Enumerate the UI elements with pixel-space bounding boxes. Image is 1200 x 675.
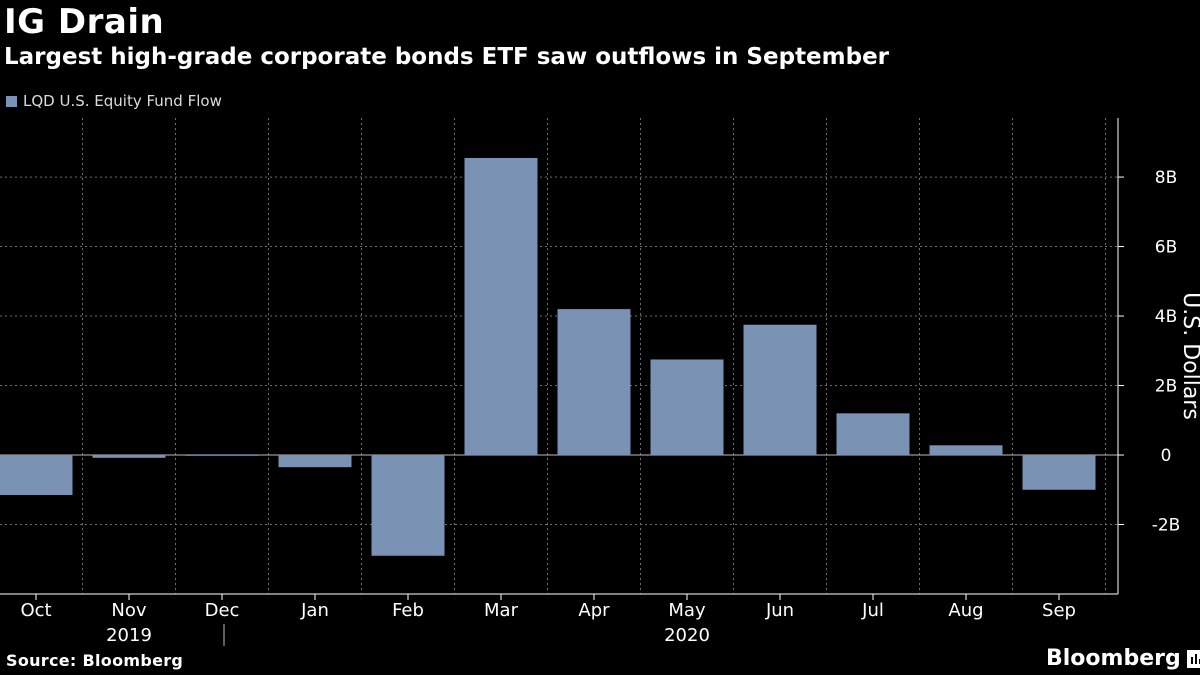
x-tick-label: Jul <box>861 600 884 621</box>
x-tick-label: Jun <box>765 600 794 621</box>
y-tick-label: 8B <box>1155 168 1177 188</box>
source-note: Source: Bloomberg <box>6 651 184 670</box>
bar-oct <box>0 455 73 495</box>
bar-feb <box>371 455 445 556</box>
bar-sep <box>1022 455 1096 490</box>
x-tick-label: May <box>668 600 706 621</box>
bloomberg-icon <box>1186 649 1200 668</box>
brand-name: Bloomberg <box>1046 646 1181 671</box>
x-tick-label: Mar <box>484 600 519 621</box>
x-tick-label: Oct <box>20 600 51 621</box>
y-axis-title: U.S. Dollars <box>1178 292 1200 420</box>
bar-jul <box>836 413 910 456</box>
year-label: 2019 <box>106 625 152 646</box>
chart-subtitle: Largest high-grade corporate bonds ETF s… <box>4 44 890 70</box>
bar-may <box>650 359 724 456</box>
y-tick-label: -2B <box>1152 516 1181 536</box>
bar-mar <box>464 157 538 456</box>
bar-nov <box>92 455 166 458</box>
y-tick-label: 2B <box>1155 377 1177 397</box>
x-tick-label: Apr <box>578 600 610 621</box>
bar-aug <box>929 445 1003 456</box>
legend-swatch <box>6 95 17 107</box>
bar-jun <box>743 324 817 456</box>
y-tick-label: 4B <box>1155 307 1177 327</box>
chart-title: IG Drain <box>4 2 165 42</box>
x-tick-label: Dec <box>205 600 240 621</box>
x-tick-label: Aug <box>948 600 983 621</box>
x-tick-label: Sep <box>1042 600 1076 621</box>
bar-jan <box>278 455 352 468</box>
brand-logo: Bloomberg <box>1046 646 1200 671</box>
x-tick-label: Feb <box>392 600 424 621</box>
legend: LQD U.S. Equity Fund Flow <box>6 92 222 110</box>
bar-dec <box>185 454 259 456</box>
bar-apr <box>557 309 631 456</box>
y-tick-label: 0 <box>1161 446 1172 466</box>
legend-label: LQD U.S. Equity Fund Flow <box>23 92 222 110</box>
year-label: 2020 <box>664 625 710 646</box>
y-tick-label: 6B <box>1155 238 1177 258</box>
x-tick-label: Jan <box>300 600 329 621</box>
x-tick-label: Nov <box>111 600 146 621</box>
